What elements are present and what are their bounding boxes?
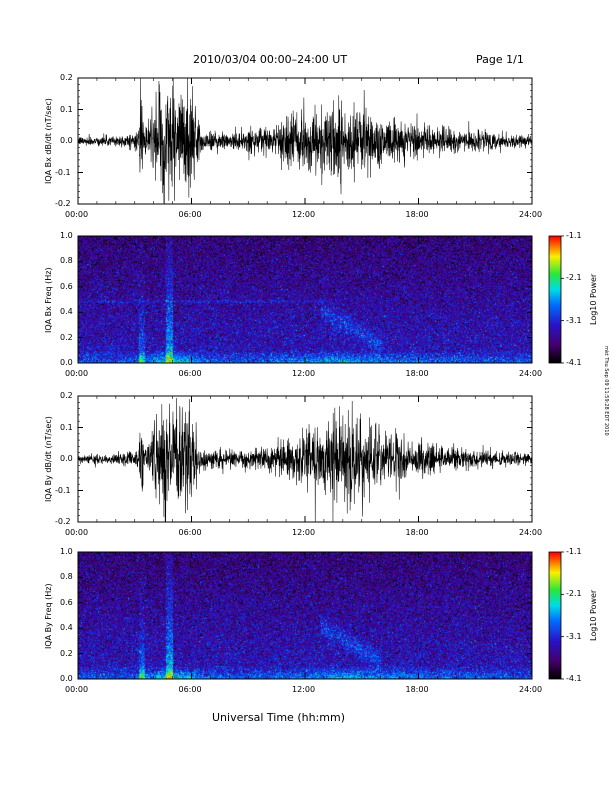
bx-timeseries-x-tick-label: 18:00 [405,210,429,219]
by-timeseries-y-tick-label: -0.2 [55,517,71,526]
side-note: mkt Thu Sep 09 11:59:28 EDT 2010 [603,346,609,436]
bx-timeseries-y-tick-label: 0.2 [60,73,73,82]
by-spectrogram-y-tick-label: 0.4 [60,623,73,633]
bx-colorbar [549,236,561,363]
bx-spectrogram-y-tick-label: 0.2 [60,332,73,342]
by-timeseries-x-tick-label: 06:00 [178,528,202,537]
by-timeseries-y-tick-label: -0.1 [55,485,71,495]
by-timeseries-frame [77,395,533,523]
bx-spectrogram-x-tick-label: 12:00 [292,369,316,378]
bx-spectrogram-colorbar-frame [548,235,562,364]
bx-spectrogram-frame [77,235,533,364]
by-spectrogram-colorbar-frame [548,551,562,680]
by-spectrogram-y-tick-label: 1.0 [60,547,73,556]
by-timeseries-y-axis-label: IQA By dB/dt (nT/sec) [44,416,53,502]
bx-spectrogram-colorbar-tick-label: -1.1 [566,231,582,240]
by-timeseries-y-tick-label: 0.0 [60,454,73,463]
bx-spectrogram-x-tick-label: 24:00 [519,369,543,378]
bx-spectrogram-y-tick-label: 1.0 [60,231,73,240]
bx-timeseries-y-axis-label: IQA Bx dB/dt (nT/sec) [44,98,53,184]
bx-timeseries-y-tick-label: -0.1 [55,167,71,177]
by-spectrogram-y-tick-label: 0.2 [60,648,73,658]
bx-spectrogram-y-tick-label: 0.8 [60,256,73,266]
by-spectrogram-colorbar-tick-label: -2.1 [566,589,582,599]
page-title: 2010/03/04 00:00–24:00 UT [193,53,348,66]
bx-spectrogram-colorbar-label: Log10 Power [589,273,598,325]
bx-timeseries-y-tick-label: 0.0 [60,136,73,145]
by-spectrogram-y-tick-label: 0.0 [60,674,73,683]
bx-timeseries-x-tick-label: 06:00 [178,210,202,219]
by-spectrogram-colorbar-tick-label: -3.1 [566,631,582,641]
by-spectrogram-y-tick-label: 0.8 [60,572,73,582]
by-timeseries-x-tick-label: 00:00 [65,528,89,537]
by-colorbar [549,552,561,679]
bx-spectrogram-y-tick-label: 0.4 [60,307,73,317]
by-spectrogram-image [78,552,532,679]
bx-timeseries-trace [77,77,533,205]
by-timeseries-y-tick-label: 0.1 [60,422,73,432]
by-timeseries-trace [77,397,533,523]
bx-timeseries-x-tick-label: 00:00 [65,210,89,219]
bx-spectrogram-image [78,236,532,363]
bx-timeseries-x-tick-label: 12:00 [292,210,316,219]
by-spectrogram-x-tick-label: 06:00 [178,685,202,694]
bx-spectrogram-x-tick-label: 06:00 [178,369,202,378]
bx-spectrogram-colorbar-tick-label: -4.1 [566,358,582,367]
by-spectrogram-colorbar-label: Log10 Power [589,589,598,641]
by-spectrogram-y-axis-label: IQA By Freq (Hz) [44,582,53,649]
by-spectrogram-x-tick-label: 24:00 [519,685,543,694]
by-spectrogram-colorbar-tick-label: -4.1 [566,674,582,683]
x-axis-label: Universal Time (hh:mm) [212,711,345,724]
bx-timeseries-frame [77,77,533,205]
by-spectrogram-x-tick-label: 00:00 [65,685,89,694]
by-timeseries-y-tick-label: 0.2 [60,391,73,400]
by-spectrogram-frame [77,551,533,680]
by-timeseries-x-tick-label: 24:00 [519,528,543,537]
bx-timeseries-x-tick-label: 24:00 [519,210,543,219]
bx-spectrogram-y-tick-label: 0.0 [60,358,73,367]
bx-spectrogram-y-axis-label: IQA Bx Freq (Hz) [44,266,53,333]
by-timeseries-x-tick-label: 18:00 [405,528,429,537]
by-timeseries-x-tick-label: 12:00 [292,528,316,537]
bx-spectrogram-x-tick-label: 00:00 [65,369,89,378]
by-spectrogram-y-tick-label: 0.6 [60,597,73,607]
bx-spectrogram-colorbar-tick-label: -2.1 [566,273,582,283]
by-spectrogram-colorbar-tick-label: -1.1 [566,547,582,556]
by-spectrogram-x-tick-label: 18:00 [405,685,429,694]
bx-timeseries-y-tick-label: 0.1 [60,104,73,114]
bx-spectrogram-y-tick-label: 0.6 [60,281,73,291]
by-spectrogram-x-tick-label: 12:00 [292,685,316,694]
page-number: Page 1/1 [476,53,524,66]
bx-spectrogram-colorbar-tick-label: -3.1 [566,315,582,325]
bx-timeseries-y-tick-label: -0.2 [55,199,71,208]
bx-spectrogram-x-tick-label: 18:00 [405,369,429,378]
